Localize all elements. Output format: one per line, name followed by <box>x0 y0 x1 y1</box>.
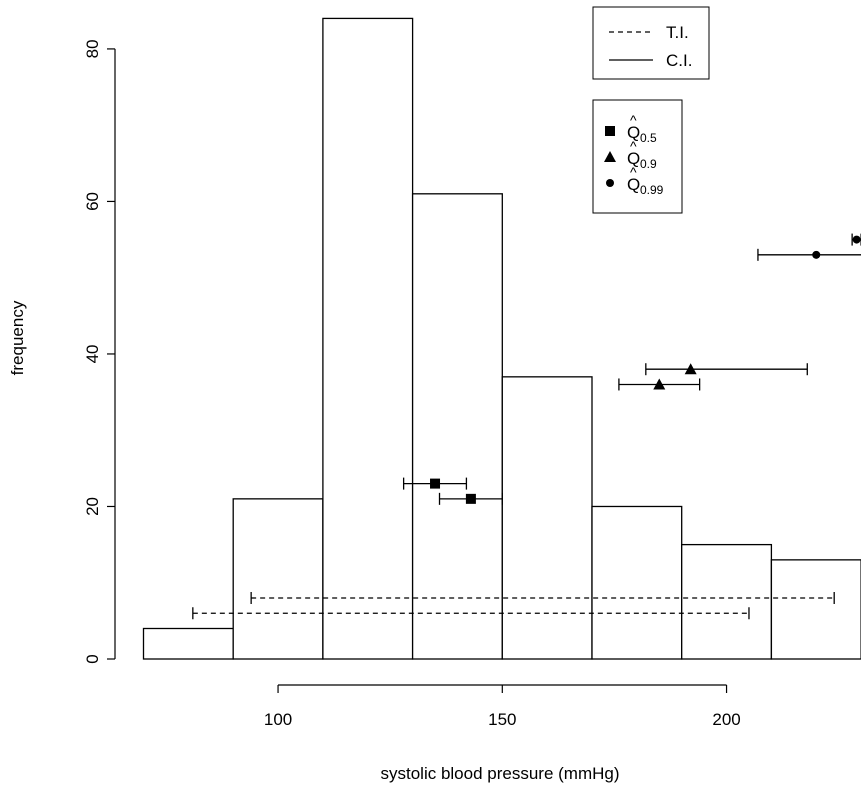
estimate-marker <box>684 363 697 375</box>
hat-accent: ^ <box>630 112 637 128</box>
histogram-bar <box>770 559 861 660</box>
histogram-bars <box>142 17 861 660</box>
legend-marker <box>606 179 614 187</box>
legend-quantile-label: Q <box>627 149 640 168</box>
estimate-marker <box>812 250 821 259</box>
hat-accent: ^ <box>630 164 637 180</box>
estimate-marker <box>852 235 861 244</box>
legend-quantile-subscript: 0.5 <box>640 131 657 145</box>
y-tick-label: 60 <box>83 192 102 211</box>
histogram-bar <box>411 193 503 660</box>
interval-bars <box>192 233 861 620</box>
histogram-bar <box>232 498 324 660</box>
x-tick-label: 100 <box>264 710 292 729</box>
hat-accent: ^ <box>630 138 637 154</box>
estimate-marker <box>430 478 441 489</box>
legend-marker <box>604 151 616 162</box>
histogram-bar <box>591 505 683 660</box>
y-tick-label: 80 <box>83 39 102 58</box>
legend-marker <box>605 126 615 136</box>
histogram-bar <box>681 543 773 660</box>
y-tick-label: 0 <box>83 654 102 663</box>
estimate-marker <box>653 378 666 390</box>
legend-ci-label: C.I. <box>666 51 692 70</box>
legend-ti-label: T.I. <box>666 23 689 42</box>
legend-quantile-subscript: 0.99 <box>640 183 664 197</box>
legend-box <box>592 6 710 80</box>
legend-quantile-label: Q <box>627 123 640 142</box>
estimate-marker <box>465 493 476 504</box>
y-axis-label: frequency <box>8 300 27 375</box>
x-axis: 100 150 200 <box>264 684 741 729</box>
histogram-bar <box>142 627 234 660</box>
legend-quantile-estimates: Q^0.5Q^0.9Q^0.99 <box>592 99 683 214</box>
x-axis-label: systolic blood pressure (mmHg) <box>380 764 619 783</box>
x-tick-label: 200 <box>712 710 740 729</box>
legend-quantile-label: Q <box>627 175 640 194</box>
legend-interval-type: T.I. C.I. <box>592 6 710 80</box>
legend-quantile-subscript: 0.9 <box>640 157 657 171</box>
y-tick-label: 20 <box>83 497 102 516</box>
y-axis: 0 20 40 60 80 <box>83 39 116 664</box>
histogram-bar <box>322 17 414 660</box>
histogram-bar <box>501 376 593 660</box>
y-tick-label: 40 <box>83 344 102 363</box>
x-tick-label: 150 <box>488 710 516 729</box>
